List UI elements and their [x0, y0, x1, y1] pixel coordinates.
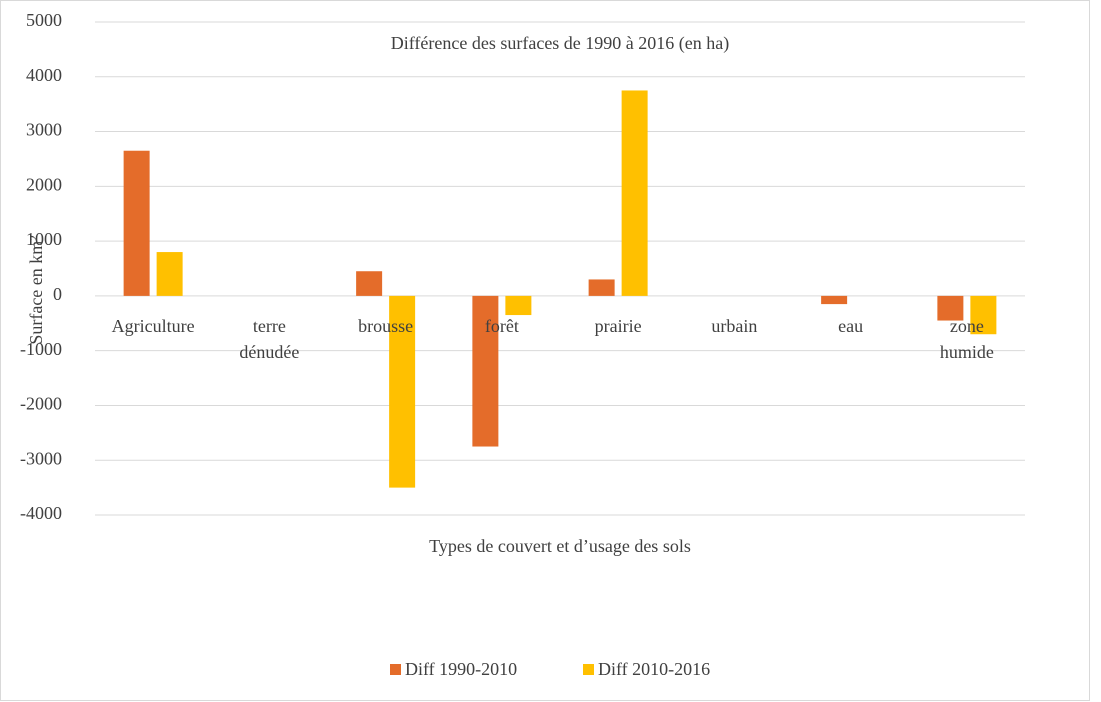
x-tick-label: Agriculture — [112, 316, 195, 336]
y-tick-label: 5000 — [26, 10, 62, 30]
bar — [821, 295, 848, 305]
bar — [389, 295, 416, 488]
y-tick-label: 1000 — [26, 229, 62, 249]
y-tick-label: -3000 — [20, 448, 62, 468]
x-tick-label: prairie — [595, 316, 642, 336]
bar — [472, 295, 499, 447]
x-tick-label: terre dénudée — [239, 316, 299, 362]
x-tick-label: eau — [838, 316, 863, 336]
x-tick-label-line: zone — [950, 316, 984, 336]
x-tick-label-line: forêt — [485, 316, 519, 336]
y-tick-label: 0 — [53, 284, 62, 304]
bar — [123, 150, 150, 296]
x-tick-label-line: humide — [940, 342, 994, 362]
bar — [356, 271, 383, 296]
x-tick-label-line: Agriculture — [112, 316, 195, 336]
legend-label: Diff 2010-2016 — [598, 659, 710, 679]
bar — [156, 252, 183, 296]
bar — [937, 295, 964, 321]
legend-swatch — [390, 664, 401, 675]
x-tick-label: urbain — [711, 316, 757, 336]
bar — [505, 295, 532, 316]
legend-swatch — [583, 664, 594, 675]
y-tick-label: 4000 — [26, 65, 62, 85]
x-tick-label: brousse — [358, 316, 413, 336]
y-axis-label: Surface en km² — [26, 235, 46, 344]
x-tick-label: forêt — [485, 316, 519, 336]
y-tick-label: 3000 — [26, 120, 62, 140]
x-axis-label: Types de couvert et d’usage des sols — [429, 536, 691, 556]
x-tick-label-line: dénudée — [239, 342, 299, 362]
x-tick-label-line: eau — [838, 316, 863, 336]
y-tick-label: -4000 — [20, 503, 62, 523]
bar — [970, 295, 997, 335]
y-tick-label: 2000 — [26, 174, 62, 194]
x-tick-label-line: terre — [253, 316, 286, 336]
chart-title: Différence des surfaces de 1990 à 2016 (… — [391, 33, 730, 54]
x-tick-label-line: brousse — [358, 316, 413, 336]
y-tick-label: -1000 — [20, 339, 62, 359]
x-tick-label: zone humide — [940, 316, 994, 362]
bar — [621, 90, 648, 296]
x-tick-label-line: prairie — [595, 316, 642, 336]
legend-label: Diff 1990-2010 — [405, 659, 517, 679]
y-tick-label: -2000 — [20, 394, 62, 414]
x-tick-label-line: urbain — [711, 316, 757, 336]
bar — [588, 279, 615, 296]
